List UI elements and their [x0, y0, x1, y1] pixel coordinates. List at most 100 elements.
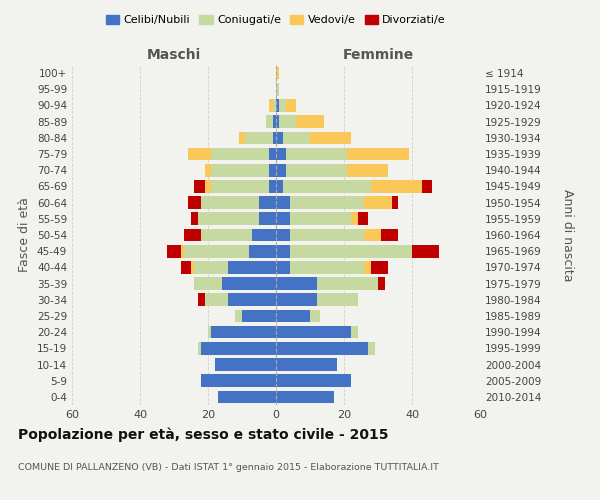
- Bar: [276, 212, 351, 225]
- Bar: [205, 294, 276, 306]
- Bar: [198, 342, 276, 354]
- Bar: [272, 116, 276, 128]
- Bar: [276, 83, 280, 96]
- Bar: [218, 390, 276, 403]
- Bar: [276, 180, 422, 192]
- Bar: [191, 212, 276, 225]
- Bar: [276, 196, 398, 209]
- Bar: [194, 278, 276, 290]
- Bar: [194, 180, 276, 192]
- Text: Maschi: Maschi: [147, 48, 201, 62]
- Bar: [229, 294, 276, 306]
- Bar: [266, 116, 276, 128]
- Bar: [205, 180, 276, 192]
- Bar: [201, 342, 276, 354]
- Bar: [201, 196, 276, 209]
- Bar: [276, 294, 358, 306]
- Bar: [276, 261, 371, 274]
- Bar: [218, 390, 276, 403]
- Bar: [276, 212, 358, 225]
- Bar: [276, 83, 280, 96]
- Bar: [269, 180, 276, 192]
- Bar: [276, 261, 290, 274]
- Bar: [167, 245, 276, 258]
- Bar: [276, 310, 320, 322]
- Text: Femmine: Femmine: [343, 48, 413, 62]
- Bar: [276, 261, 388, 274]
- Bar: [276, 294, 317, 306]
- Bar: [276, 132, 283, 144]
- Bar: [276, 196, 392, 209]
- Bar: [269, 164, 276, 176]
- Bar: [201, 374, 276, 387]
- Bar: [276, 342, 374, 354]
- Bar: [276, 196, 290, 209]
- Bar: [276, 99, 286, 112]
- Bar: [269, 99, 276, 112]
- Bar: [184, 228, 276, 241]
- Bar: [276, 310, 320, 322]
- Bar: [221, 278, 276, 290]
- Bar: [201, 196, 276, 209]
- Bar: [276, 83, 280, 96]
- Bar: [198, 212, 276, 225]
- Bar: [276, 132, 351, 144]
- Bar: [276, 116, 296, 128]
- Bar: [276, 294, 358, 306]
- Bar: [276, 148, 409, 160]
- Bar: [201, 374, 276, 387]
- Bar: [252, 228, 276, 241]
- Text: COMUNE DI PALLANZENO (VB) - Dati ISTAT 1° gennaio 2015 - Elaborazione TUTTITALIA: COMUNE DI PALLANZENO (VB) - Dati ISTAT 1…: [18, 462, 439, 471]
- Bar: [276, 116, 323, 128]
- Bar: [276, 228, 290, 241]
- Bar: [276, 132, 310, 144]
- Bar: [276, 374, 351, 387]
- Y-axis label: Fasce di età: Fasce di età: [19, 198, 31, 272]
- Bar: [194, 261, 276, 274]
- Bar: [188, 196, 276, 209]
- Bar: [276, 212, 290, 225]
- Bar: [276, 278, 385, 290]
- Bar: [276, 374, 351, 387]
- Bar: [276, 326, 358, 338]
- Bar: [276, 358, 337, 371]
- Bar: [198, 294, 276, 306]
- Bar: [215, 358, 276, 371]
- Bar: [276, 180, 371, 192]
- Bar: [276, 310, 310, 322]
- Bar: [276, 326, 358, 338]
- Bar: [276, 245, 412, 258]
- Bar: [276, 390, 334, 403]
- Bar: [276, 390, 334, 403]
- Text: Popolazione per età, sesso e stato civile - 2015: Popolazione per età, sesso e stato civil…: [18, 428, 389, 442]
- Bar: [215, 358, 276, 371]
- Bar: [242, 310, 276, 322]
- Bar: [205, 294, 276, 306]
- Bar: [276, 245, 290, 258]
- Bar: [235, 310, 276, 322]
- Bar: [191, 261, 276, 274]
- Bar: [198, 342, 276, 354]
- Bar: [276, 99, 296, 112]
- Bar: [211, 164, 276, 176]
- Bar: [276, 67, 280, 80]
- Bar: [276, 116, 323, 128]
- Bar: [245, 132, 276, 144]
- Bar: [205, 164, 276, 176]
- Y-axis label: Anni di nascita: Anni di nascita: [561, 188, 574, 281]
- Bar: [181, 261, 276, 274]
- Bar: [201, 228, 276, 241]
- Bar: [235, 310, 276, 322]
- Bar: [276, 164, 286, 176]
- Bar: [276, 148, 286, 160]
- Bar: [188, 148, 276, 160]
- Bar: [276, 261, 364, 274]
- Bar: [229, 261, 276, 274]
- Bar: [276, 374, 351, 387]
- Bar: [201, 374, 276, 387]
- Bar: [208, 326, 276, 338]
- Bar: [276, 342, 374, 354]
- Bar: [215, 358, 276, 371]
- Bar: [205, 164, 276, 176]
- Bar: [276, 326, 358, 338]
